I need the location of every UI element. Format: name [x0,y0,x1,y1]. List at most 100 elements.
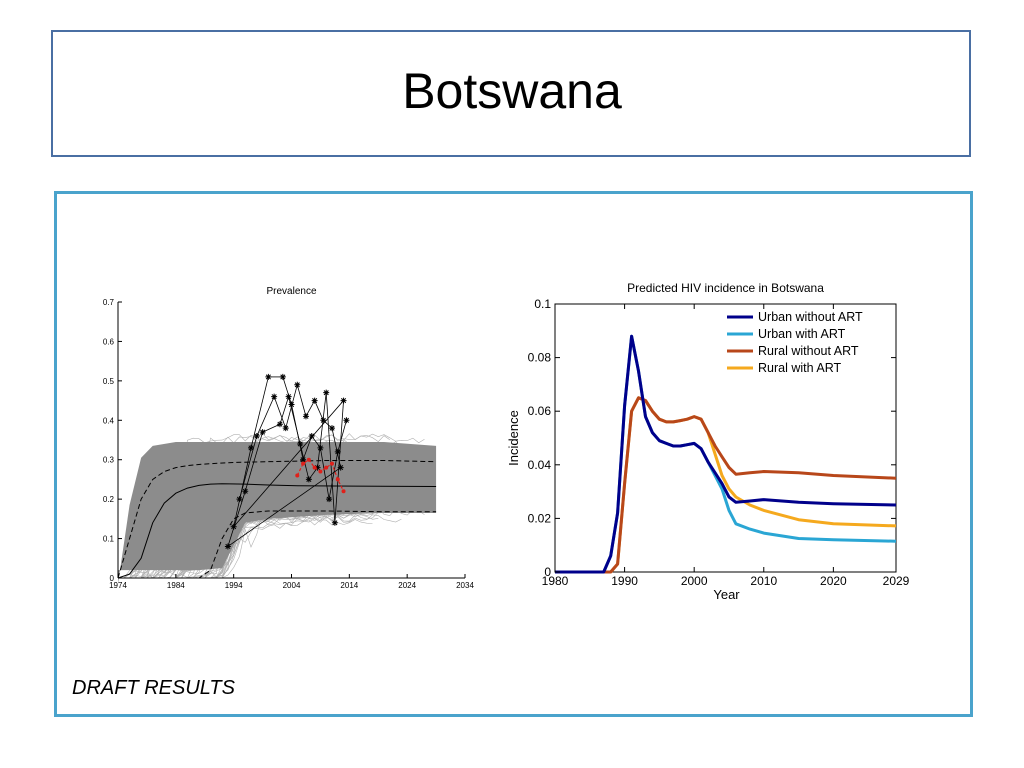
observation-marker [282,425,289,432]
observation-link [262,423,281,433]
observation-link [302,435,313,460]
observation-link [296,384,307,417]
draft-label: DRAFT RESULTS [72,677,235,699]
legend-label: Rural without ART [758,344,859,358]
observation-marker [314,464,321,471]
observation-marker [337,464,344,471]
observation-marker [334,448,341,455]
observation-link [334,400,344,523]
x-tick-label: 2004 [283,581,301,590]
observation-marker [305,476,312,483]
y-tick-label: 0.08 [528,351,552,365]
observation-marker [340,397,347,404]
x-tick-label: 1980 [542,574,569,588]
observation-marker [317,444,324,451]
series-line [555,396,897,574]
observation-marker [320,417,327,424]
x-axis-label: Year [713,587,740,602]
observation-marker [271,393,278,400]
y-tick-label: 0.02 [528,511,552,525]
series-line [555,334,897,574]
observation-link [291,404,304,460]
observation-marker [285,393,292,400]
red-data-point [306,457,311,462]
red-data-point [335,477,340,482]
y-tick-label: 0.5 [103,377,115,386]
observation-link [320,447,330,500]
observation-marker [259,429,266,436]
observation-link [337,420,347,452]
observation-marker [343,417,350,424]
y-tick-label: 0 [110,574,115,583]
x-tick-label: 1990 [611,574,638,588]
legend-label: Rural with ART [758,361,841,375]
observation-marker [230,523,237,530]
x-tick-label: 2010 [750,574,777,588]
red-data-point [329,461,334,466]
observation-link [305,400,315,417]
y-tick-label: 0.04 [528,458,552,472]
observation-link [317,392,327,468]
observation-marker [300,456,307,463]
x-tick-label: 2000 [681,574,708,588]
observation-marker [224,543,231,550]
y-tick-label: 0.3 [103,456,115,465]
slide-title: Botswana [402,63,622,119]
uncertainty-band [118,441,437,584]
incidence-chart: Predicted HIV incidence in Botswana 0 0.02… [506,281,910,602]
observation-link [282,376,292,405]
observation-link [328,451,339,500]
observation-marker [276,421,283,428]
x-tick-label: 2014 [340,581,358,590]
observation-marker [311,397,318,404]
observation-marker [297,440,304,447]
observation-link [279,396,289,425]
observation-marker [248,444,255,451]
observation-link [244,432,263,492]
legend-label: Urban without ART [758,310,863,324]
x-tick-label: 2024 [398,581,416,590]
observation-marker [253,433,260,440]
y-tick-label: 0.2 [103,495,115,504]
y-tick-label: 0.1 [534,297,551,311]
observation-marker [294,381,301,388]
observation-marker [242,488,249,495]
x-tick-label: 1994 [225,581,243,590]
chart-title: Predicted HIV incidence in Botswana [627,281,824,295]
observation-link [227,467,341,547]
observation-marker [326,496,333,503]
observation-marker [236,496,243,503]
observation-marker [265,373,272,380]
y-tick-label: 0.1 [103,535,115,544]
x-tick-label: 1974 [109,581,127,590]
red-data-point [341,489,346,494]
percentile-line [117,460,437,579]
observation-marker [331,519,338,526]
legend-label: Urban with ART [758,327,846,341]
x-tick-label: 1984 [167,581,185,590]
y-tick-label: 0.06 [528,404,552,418]
observation-marker [308,433,315,440]
observation-link [314,400,324,421]
y-tick-label: 0.4 [103,416,115,425]
x-tick-label: 2034 [456,581,474,590]
chart-title: Prevalence [266,286,316,297]
x-tick-label: 2029 [883,574,910,588]
y-tick-label: 0.7 [103,298,115,307]
observation-marker [302,413,309,420]
observation-link [256,396,275,437]
observation-marker [323,389,330,396]
plot-frame [554,303,897,573]
title-box [51,30,971,157]
observation-link [227,491,246,547]
series-line [555,334,897,574]
red-data-point [295,473,300,478]
observation-link [325,392,336,523]
y-tick-label: 0 [544,565,551,579]
observation-marker [288,401,295,408]
observation-link [273,396,287,429]
observation-marker [328,425,335,432]
series-line [555,396,897,574]
red-data-point [324,465,329,470]
simulation-trajectory [118,511,385,579]
